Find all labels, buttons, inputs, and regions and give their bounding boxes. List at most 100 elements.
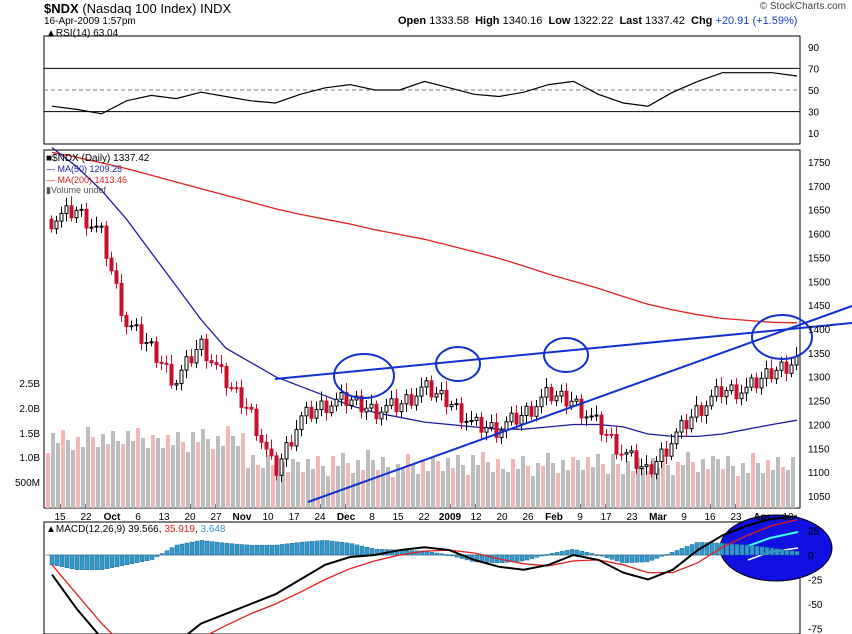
macd-hist-bar [439, 553, 445, 556]
candle-body [249, 406, 254, 410]
volume-bar [186, 452, 190, 508]
macd-hist-bar [764, 547, 770, 556]
volume-bar [301, 472, 305, 508]
ma200-legend-text: MA(200) 1413.46 [57, 175, 128, 185]
macd-hist-bar [724, 543, 730, 556]
candle-body [744, 386, 749, 394]
candle-body [424, 380, 429, 388]
volume-bar [561, 460, 565, 508]
volume-bar [191, 432, 195, 508]
price-tick-label: 1200 [808, 420, 831, 431]
candle-body [514, 412, 519, 425]
macd-hist-bar [109, 554, 115, 568]
macd-hist-bar [454, 554, 460, 558]
candle-body [339, 392, 344, 400]
candle-body [554, 395, 559, 402]
x-tick-label: 22 [80, 512, 92, 523]
candle-body [139, 324, 144, 344]
volume-bar [776, 457, 780, 508]
volume-bar [326, 476, 330, 508]
candle-body [104, 225, 109, 259]
candle-body [704, 405, 709, 416]
volume-bar [511, 459, 515, 508]
volume-bar [386, 467, 390, 508]
macd-hist-bar [339, 542, 345, 556]
candle-body [334, 398, 339, 407]
macd-hist-bar [519, 554, 525, 562]
candle-body [69, 205, 74, 219]
candle-body [109, 257, 114, 272]
x-tick-label: 9 [681, 512, 687, 523]
volume-bar [681, 465, 685, 508]
x-tick-label: 6 [135, 512, 141, 523]
x-tick-label: 12 [470, 512, 482, 523]
candle-body [564, 390, 569, 407]
macd-hist-bar [524, 554, 530, 561]
macd-hist-bar [209, 541, 215, 556]
macd-hist-bar [319, 540, 325, 556]
volume-bar [416, 474, 420, 508]
price-tick-label: 1300 [808, 373, 831, 384]
volume-bar [556, 473, 560, 508]
volume-bar [711, 456, 715, 508]
macd-hist-bar [234, 543, 240, 556]
macd-hist-bar [609, 554, 615, 560]
macd-hist-bar [369, 548, 375, 556]
volume-bar [111, 431, 115, 508]
volume-bar [361, 470, 365, 508]
volume-bar [381, 457, 385, 508]
macd-hist-bar [169, 547, 175, 556]
candle-body [604, 433, 609, 436]
volume-bar [731, 466, 735, 508]
candle-body [614, 434, 619, 455]
candle-body [649, 464, 654, 475]
macd-hist-bar [789, 550, 795, 556]
macd-hist-bar [144, 554, 150, 562]
macd-hist-bar [649, 554, 655, 561]
candle-body [384, 404, 389, 413]
volume-bar [166, 435, 170, 508]
macd-hist-bar [534, 554, 540, 558]
volume-bar [86, 427, 90, 508]
rsi-tick-label: 70 [808, 64, 820, 75]
volume-bar [751, 453, 755, 508]
x-tick-label: 23 [730, 512, 742, 523]
volume-bar [316, 456, 320, 508]
candle-body [574, 398, 579, 402]
volume-bar [261, 468, 265, 508]
price-tick-label: 1650 [808, 206, 831, 217]
highlight-circle [751, 314, 813, 360]
macd-hist-bar [99, 554, 105, 570]
candle-body [269, 448, 274, 457]
candle-body [539, 396, 544, 408]
macd-hist-bar [504, 554, 510, 563]
candle-body [224, 366, 229, 389]
volume-bar [426, 471, 430, 508]
macd-hist-bar [624, 554, 630, 563]
candle-body [734, 384, 739, 400]
macd-hist-bar [289, 542, 295, 556]
ma200-line [51, 151, 798, 324]
candle-body [169, 363, 174, 386]
candle-body [469, 419, 474, 422]
macd-hist-bar [599, 554, 605, 557]
candle-body [749, 377, 754, 388]
macd-hist-bar [229, 543, 235, 556]
candle-body [239, 387, 244, 408]
macd-hist-bar [259, 544, 265, 556]
volume-bar [606, 474, 610, 508]
volume-bar [771, 470, 775, 508]
candle-body [114, 270, 119, 284]
macd-hist-bar [639, 554, 645, 563]
x-tick-label: 26 [522, 512, 534, 523]
candle-body [499, 429, 504, 438]
macd-hist-bar [204, 540, 210, 556]
macd-hist-bar [94, 554, 100, 570]
volume-bar [281, 462, 285, 508]
candle-body [774, 369, 779, 380]
macd-hist-bar [189, 541, 195, 556]
x-tick-label: 9 [577, 512, 583, 523]
volume-bar [101, 434, 105, 508]
volume-bar [226, 426, 230, 508]
macd-hist-bar [754, 546, 760, 556]
